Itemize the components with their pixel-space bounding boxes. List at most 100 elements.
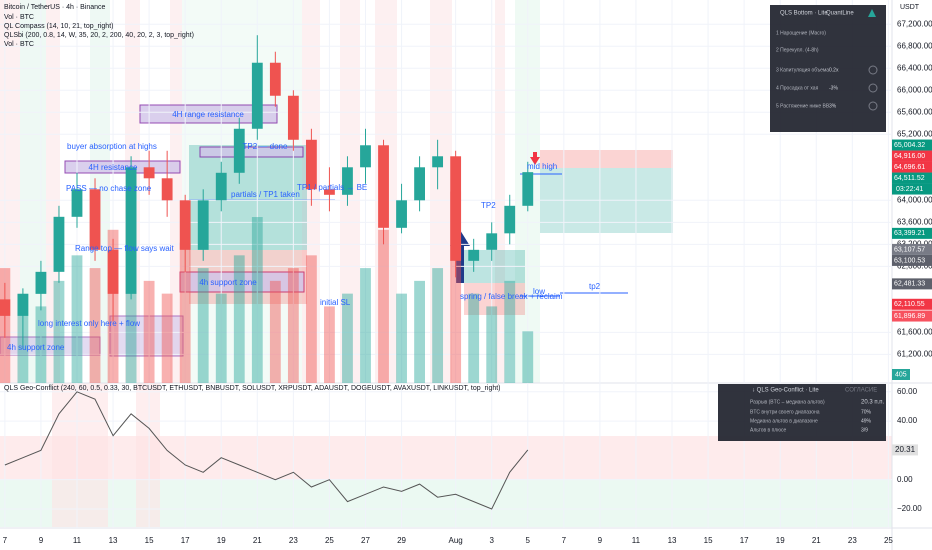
x-tick-label: Aug	[449, 536, 463, 545]
candle-body	[251, 62, 263, 129]
y-tick-label: −20.00	[897, 504, 922, 513]
annotation: Range top — flow says wait	[75, 244, 174, 253]
panel-value: -3%	[829, 85, 838, 91]
annotation: TP2 — done	[243, 142, 288, 151]
x-tick-label: 9	[598, 536, 603, 545]
y-tick-label: 65,600.00	[897, 107, 932, 116]
volume-bar	[179, 242, 191, 383]
panel-row: 2 Перекупл. (4-8h)	[776, 47, 819, 53]
y-tick-label: 61,200.00	[897, 349, 932, 358]
price-tag-label: 65,004.32	[894, 142, 925, 149]
volume-bar	[360, 268, 371, 383]
x-tick-label: 11	[73, 536, 82, 545]
symbol: Bitcoin / TetherUS · 4h · Binance	[4, 4, 106, 11]
value-tag-label: 20.31	[895, 445, 916, 454]
volume-bar	[432, 268, 444, 383]
panel-row: 4 Просадка от хая	[776, 85, 819, 91]
price-tag	[892, 139, 932, 151]
candle-body	[53, 216, 65, 272]
annotation: 4h support zone	[7, 343, 65, 352]
y-tick-label: 60.00	[897, 387, 918, 396]
volume-bar	[143, 280, 155, 383]
oscillator-title: QLS Geo-Conflict (240, 60, 0.5, 0.33, 30…	[4, 385, 501, 392]
candle-body	[179, 200, 191, 250]
x-tick-label: 23	[848, 536, 857, 545]
price-tag-label: 62,481.33	[894, 281, 925, 288]
indicator-line: QL Compass (14, 10, 21, top_right)	[4, 23, 113, 30]
panel-value: 3%	[829, 103, 837, 109]
price-tag-label: 63,399.21	[894, 230, 925, 237]
candle-body	[161, 178, 173, 201]
price-tag	[892, 243, 932, 255]
x-tick-label: 9	[39, 536, 44, 545]
annotation: low	[533, 287, 545, 296]
candle-body	[432, 156, 444, 168]
annotation: tp2	[589, 282, 601, 291]
candle-body	[342, 167, 353, 195]
candle-body	[522, 172, 534, 206]
y-tick-label: 40.00	[897, 416, 918, 425]
annotation: 4H range resistance	[172, 110, 244, 119]
volume-bar	[414, 280, 425, 383]
price-tag	[892, 254, 932, 266]
indicator-line: Vol · BTC	[4, 14, 34, 21]
panel-title: ↓ QLS Geo-Conflict · Lite	[752, 388, 819, 394]
x-tick-label: 21	[253, 536, 262, 545]
annotation: long interest only here + flow	[38, 319, 140, 328]
x-tick-label: 7	[562, 536, 567, 545]
volume-bar	[197, 268, 209, 383]
value-tag	[892, 444, 918, 456]
panel-value: 0.2x	[829, 67, 839, 73]
x-tick-label: 19	[776, 536, 785, 545]
panel-row: Альтов в плюсе	[750, 427, 786, 433]
x-tick-label: 15	[704, 536, 713, 545]
volume-bar	[504, 280, 516, 383]
volume-bar	[522, 331, 534, 383]
y-tick-label: 62,800.00	[897, 261, 932, 270]
annotation: PASS — no chase zone	[66, 184, 152, 193]
volume-tag-label: 405	[895, 371, 907, 378]
countdown: 03:22:41	[896, 186, 923, 193]
annotation: TP2	[481, 201, 496, 210]
axes: 67,200.00 66,800.00 66,400.00 66,000.00 65,6…	[3, 19, 932, 545]
price-tag	[892, 161, 932, 173]
price-tag	[892, 310, 932, 322]
price-tag	[892, 150, 932, 162]
candle-body	[324, 189, 335, 195]
x-tick-label: 15	[145, 536, 154, 545]
candle-body	[35, 271, 47, 294]
candle-body	[269, 62, 281, 96]
panel-state: СОГЛАСИЕ	[845, 388, 877, 394]
indicator-line: Vol · BTC	[4, 41, 34, 48]
plot	[0, 0, 892, 528]
volume-bar	[251, 217, 263, 383]
x-tick-label: 25	[884, 536, 893, 545]
y-tick-label: 66,400.00	[897, 63, 932, 72]
annotation: 4H resistance	[89, 163, 138, 172]
price-tag	[892, 278, 932, 290]
indicator-line: QLSbi (200, 0.8, 14, W, 35, 20, 2, 200, …	[4, 32, 194, 39]
x-tick-label: 27	[361, 536, 370, 545]
countdown-tag	[892, 183, 932, 195]
volume-bar	[305, 255, 317, 383]
price-tag-label: 63,107.57	[894, 246, 925, 253]
annotation: TP1 / partials → BE	[297, 183, 367, 192]
x-tick-label: 13	[109, 536, 118, 545]
x-tick-label: 17	[740, 536, 749, 545]
x-tick-label: 23	[289, 536, 298, 545]
x-tick-label: 5	[526, 536, 531, 545]
x-tick-label: 11	[632, 536, 641, 545]
volume-bar	[396, 293, 407, 383]
volume-bar	[161, 293, 173, 383]
candle-body	[468, 249, 480, 261]
candle-body	[71, 189, 83, 217]
volume-bar	[450, 191, 462, 383]
candle-body	[197, 200, 209, 250]
price-tag-label: 64,696.61	[894, 164, 925, 171]
volume-bar	[215, 293, 227, 383]
candle-body	[89, 189, 101, 250]
volume-bar	[468, 293, 480, 383]
x-tick-label: 7	[3, 536, 8, 545]
volume-bar	[35, 306, 47, 383]
